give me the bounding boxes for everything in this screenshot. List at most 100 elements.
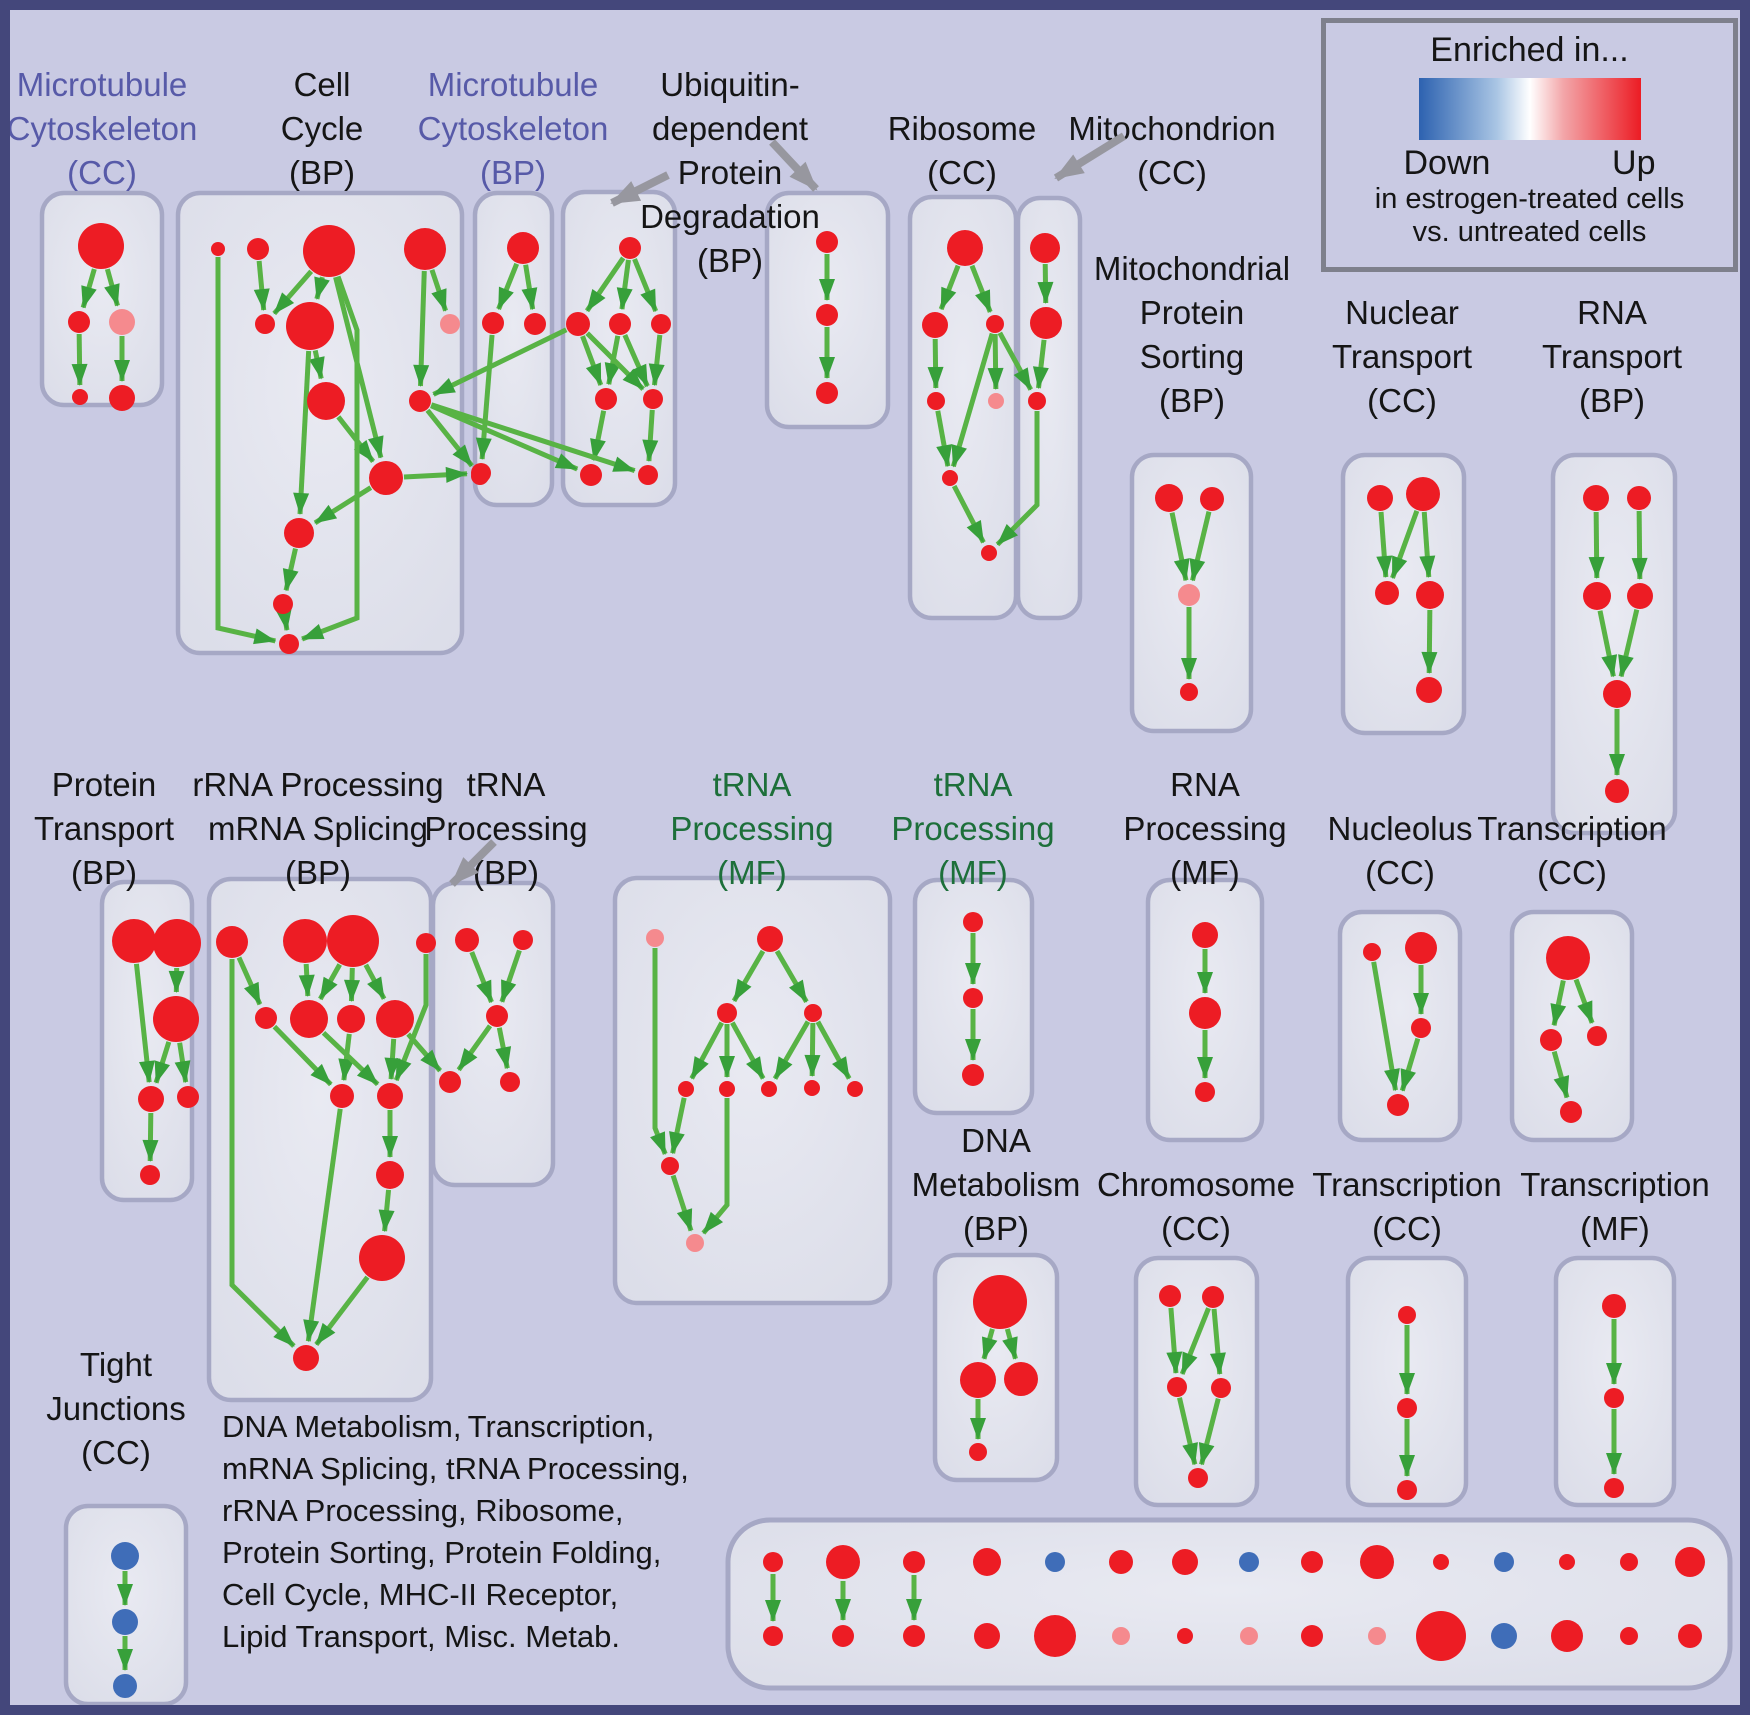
go-term-node xyxy=(1540,1029,1562,1051)
footnote-line: Cell Cycle, MHC-II Receptor, xyxy=(222,1577,619,1612)
cluster-label: Metabolism xyxy=(912,1166,1081,1203)
enrichment-edge xyxy=(669,1097,687,1155)
enrichment-edge xyxy=(1189,511,1212,582)
go-term-node xyxy=(440,314,460,334)
cluster-label: Protein xyxy=(678,154,783,191)
go-term-node xyxy=(1301,1625,1323,1647)
enrichment-edge xyxy=(229,959,296,1348)
go-term-node xyxy=(1177,1628,1193,1644)
go-term-node xyxy=(981,545,997,561)
go-term-node xyxy=(1360,1545,1394,1579)
cluster-box-rna-transport xyxy=(1550,452,1678,836)
enrichment-edge xyxy=(378,1189,395,1233)
footnote-line: DNA Metabolism, Transcription, xyxy=(222,1409,655,1444)
go-term-node xyxy=(1112,1627,1130,1645)
cluster-label: (CC) xyxy=(927,154,997,191)
cluster-label: Sorting xyxy=(1140,338,1245,375)
enrichment-edge xyxy=(142,1112,159,1163)
cluster-label: Transcription xyxy=(1477,810,1667,847)
cluster-box-trna-bp xyxy=(430,880,556,1188)
annotation-arrow xyxy=(449,839,497,887)
go-term-node xyxy=(513,930,533,950)
enrichment-edge xyxy=(1597,610,1618,678)
go-term-node xyxy=(255,1007,277,1029)
enrichment-edge xyxy=(616,259,633,311)
go-term-node xyxy=(1587,1026,1607,1046)
go-term-node xyxy=(507,232,539,264)
go-term-node xyxy=(376,1161,404,1189)
enrichment-edge xyxy=(951,484,986,544)
cluster-box-transcription-cc-a xyxy=(1509,909,1635,1143)
go-term-node xyxy=(409,390,431,412)
go-term-node xyxy=(153,919,201,967)
go-term-node xyxy=(595,388,617,410)
go-term-node xyxy=(1494,1552,1514,1572)
enrichment-edge xyxy=(303,1108,343,1343)
cluster-label: (BP) xyxy=(1579,382,1645,419)
misc-terms-box xyxy=(725,1517,1733,1691)
enrichment-edge xyxy=(308,349,325,380)
enrichment-edge xyxy=(425,408,474,468)
go-term-node xyxy=(609,313,631,335)
cluster-label: Nuclear xyxy=(1345,294,1459,331)
cluster-label: Mitochondrial xyxy=(1094,250,1290,287)
go-term-node xyxy=(1604,1388,1624,1408)
enrichment-edge xyxy=(236,956,263,1006)
cluster-label: Mitochondrion xyxy=(1068,110,1275,147)
enrichment-edge xyxy=(648,334,665,387)
go-term-node xyxy=(717,1003,737,1023)
cluster-label: Processing xyxy=(670,810,833,847)
go-term-node xyxy=(816,231,838,253)
go-term-node xyxy=(111,1542,139,1570)
enrichment-edge xyxy=(815,1020,852,1080)
enrichment-edge xyxy=(1573,978,1595,1024)
go-term-node xyxy=(963,912,983,932)
enrichment-edge xyxy=(293,350,312,516)
go-term-node xyxy=(1189,997,1221,1029)
go-term-node xyxy=(327,915,379,967)
go-term-node xyxy=(947,230,983,266)
cluster-label: dependent xyxy=(652,110,808,147)
go-term-node xyxy=(377,1083,403,1109)
go-term-node xyxy=(113,1674,137,1698)
cluster-label: tRNA xyxy=(934,766,1013,803)
enrichment-edge xyxy=(981,1328,998,1360)
enrichment-edge xyxy=(804,1022,821,1078)
cluster-label: Transcription xyxy=(1520,1166,1710,1203)
footnote-line: Protein Sorting, Protein Folding, xyxy=(222,1535,662,1570)
go-term-node xyxy=(1159,1285,1181,1307)
go-term-node xyxy=(273,594,293,614)
cluster-label: Processing xyxy=(891,810,1054,847)
enrichment-edge xyxy=(1002,1328,1018,1360)
go-term-node xyxy=(1387,1094,1409,1116)
cluster-label: Cycle xyxy=(281,110,364,147)
go-term-node xyxy=(761,1081,777,1097)
go-term-node xyxy=(78,223,124,269)
cluster-label: Protein xyxy=(1140,294,1245,331)
go-term-node xyxy=(1188,1468,1208,1488)
cluster-label: Processing xyxy=(1123,810,1286,847)
go-term-node xyxy=(1195,1082,1215,1102)
go-term-node xyxy=(646,929,664,947)
cluster-label: (CC) xyxy=(81,1434,151,1471)
go-term-node xyxy=(1155,484,1183,512)
go-term-node xyxy=(1004,1362,1038,1396)
enrichment-edge xyxy=(950,332,995,468)
enrichment-edge xyxy=(456,1024,493,1072)
go-term-node xyxy=(1416,1611,1466,1661)
go-term-node xyxy=(1211,1378,1231,1398)
enrichment-edge xyxy=(995,411,1040,547)
enrichment-edge xyxy=(495,1027,512,1070)
annotation-arrow xyxy=(769,139,819,192)
go-term-node xyxy=(109,385,135,411)
go-term-node xyxy=(678,1081,694,1097)
enrichment-edge xyxy=(272,1024,333,1087)
enrichment-edge xyxy=(430,403,579,472)
go-term-node xyxy=(719,1081,735,1097)
go-term-node xyxy=(1172,1549,1198,1575)
enrichment-edge xyxy=(275,608,292,632)
annotation-arrow xyxy=(1053,132,1127,182)
enrichment-edge xyxy=(153,1041,172,1084)
go-term-node xyxy=(1620,1553,1638,1571)
go-term-node xyxy=(988,393,1004,409)
